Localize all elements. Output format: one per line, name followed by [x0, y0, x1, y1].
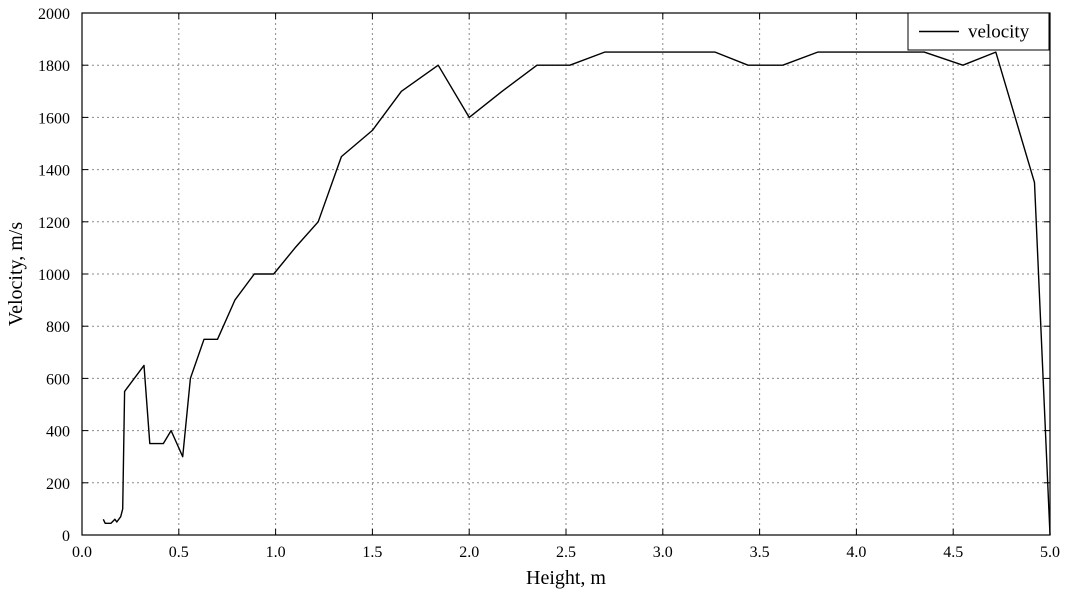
y-tick-label: 1800: [38, 58, 70, 75]
x-tick-label: 0.0: [72, 544, 92, 561]
x-axis-tick-labels: 0.0 0.5 1.0 1.5 2.0 2.5 3.0 3.5 4.0 4.5 5.0: [72, 544, 1060, 561]
x-tick-label: 4.0: [846, 544, 866, 561]
x-axis-label: Height, m: [526, 567, 606, 589]
x-tick-label: 1.5: [362, 544, 382, 561]
series-layer: [102, 51, 1051, 536]
y-tick-label: 600: [46, 371, 70, 388]
y-tick-label: 2000: [38, 6, 70, 23]
y-tick-label: 400: [46, 424, 70, 441]
grid: [82, 13, 1050, 535]
x-tick-label: 5.0: [1040, 544, 1060, 561]
x-tick-label: 4.5: [943, 544, 963, 561]
y-tick-label: 1400: [38, 163, 70, 180]
x-tick-label: 3.0: [653, 544, 673, 561]
y-tick-label: 0: [62, 528, 70, 545]
plot-area-frame: [81, 12, 1051, 536]
x-tick-label: 3.5: [750, 544, 770, 561]
y-tick-label: 1000: [38, 267, 70, 284]
y-tick-label: 1200: [38, 215, 70, 232]
y-axis-tick-labels: 0 200 400 600 800 1000 1200 1400 1600 1800 2000: [38, 6, 70, 545]
y-tick-label: 200: [46, 476, 70, 493]
x-tick-label: 2.5: [556, 544, 576, 561]
legend-label-velocity: velocity: [968, 22, 1030, 43]
y-tick-label: 800: [46, 319, 70, 336]
x-tick-label: 1.0: [266, 544, 286, 561]
y-tick-label: 1600: [38, 110, 70, 127]
series-line-velocity: [102, 51, 1051, 536]
x-tick-label: 2.0: [459, 544, 479, 561]
y-axis-label: Velocity, m/s: [5, 222, 27, 326]
x-tick-label: 0.5: [169, 544, 189, 561]
legend: velocity: [907, 12, 1050, 51]
